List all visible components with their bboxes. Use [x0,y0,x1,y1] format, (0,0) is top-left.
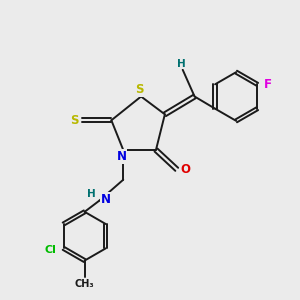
Text: CH₃: CH₃ [75,279,94,289]
Text: F: F [264,78,272,91]
Text: N: N [101,193,111,206]
Text: Cl: Cl [44,245,56,255]
Text: O: O [181,163,191,176]
Text: H: H [87,189,95,199]
Text: N: N [117,150,127,163]
Text: S: S [135,83,144,97]
Text: H: H [177,59,186,69]
Text: S: S [70,114,79,127]
